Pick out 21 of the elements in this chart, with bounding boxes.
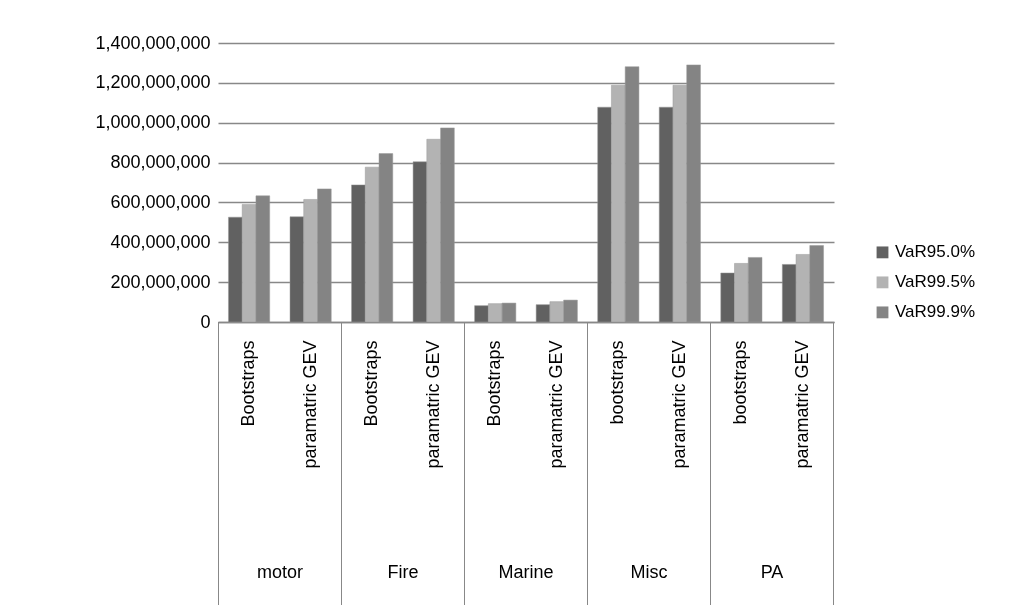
x-tick-label: bootstraps [607,340,628,425]
y-tick-label: 0 [200,311,211,332]
x-tick-label: bootstraps [730,340,751,425]
x-tick-label: paramatric GEV [422,340,443,469]
legend-label: VaR99.5% [895,272,976,292]
y-tick-label: 1,200,000,000 [95,72,211,93]
x-tick-label: paramatric GEV [668,340,689,469]
x-tick-label: paramatric GEV [299,340,320,469]
y-tick-label: 1,400,000,000 [95,32,211,53]
legend-label: VaR95.0% [895,242,976,262]
y-tick-label: 1,000,000,000 [95,112,211,133]
x-tick-label: Bootstraps [238,340,259,427]
legend-label: VaR99.9% [895,302,976,322]
x-tick-label: Bootstraps [361,340,382,427]
y-tick-label: 800,000,000 [110,152,211,173]
x-tick-label: paramatric GEV [545,340,566,469]
y-tick-label: 200,000,000 [110,271,211,292]
x-tick-label: paramatric GEV [791,340,812,469]
x-tick-label: Bootstraps [484,340,505,427]
y-tick-label: 400,000,000 [110,231,211,252]
y-tick-label: 600,000,000 [110,191,211,212]
